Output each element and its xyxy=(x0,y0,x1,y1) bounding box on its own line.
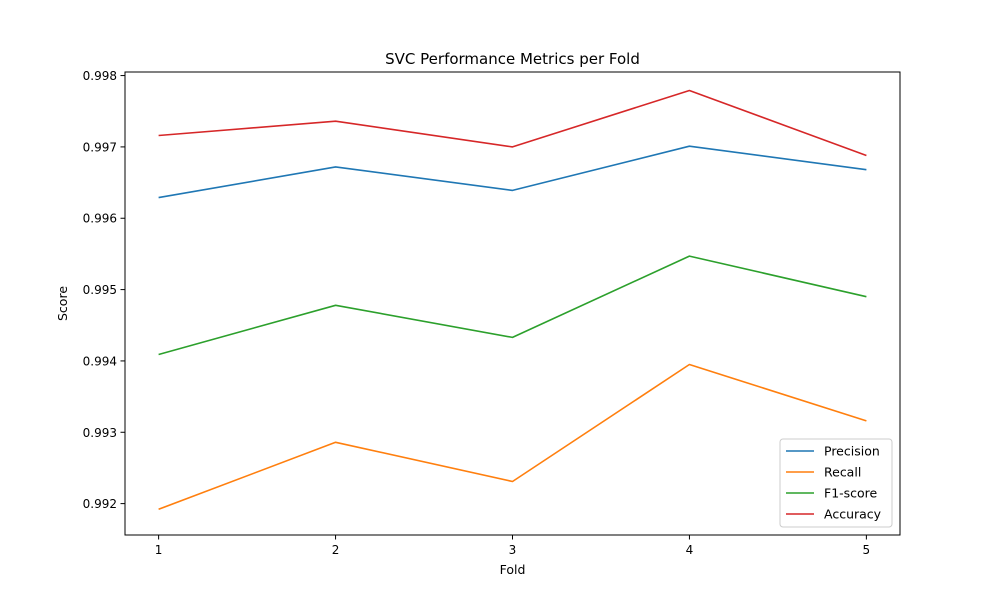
y-tick-label: 0.996 xyxy=(83,212,117,226)
legend: Precision Recall F1-score Accuracy xyxy=(779,438,893,528)
legend-items: Precision Recall F1-score Accuracy xyxy=(786,444,882,522)
x-tick-label: 1 xyxy=(155,543,163,557)
legend-label-precision: Precision xyxy=(824,444,880,459)
x-tick-label: 5 xyxy=(863,543,871,557)
y-tick-label: 0.993 xyxy=(83,426,117,440)
y-axis-ticks: 0.992 0.993 0.994 0.995 0.996 0.997 0.998 xyxy=(83,69,125,511)
series-line-f1-score xyxy=(158,255,867,356)
x-axis-ticks: 1 2 3 4 5 xyxy=(155,535,870,557)
y-axis-label: Score xyxy=(55,286,70,321)
y-tick-label: 0.997 xyxy=(83,140,117,154)
series-line-accuracy xyxy=(158,89,867,157)
plot-lines xyxy=(158,89,867,511)
y-tick-label: 0.992 xyxy=(83,497,117,511)
legend-label-recall: Recall xyxy=(824,465,861,480)
legend-label-f1-score: F1-score xyxy=(824,486,878,501)
y-tick-label: 0.994 xyxy=(83,354,117,368)
legend-box xyxy=(779,438,893,528)
y-tick-label: 0.995 xyxy=(83,283,117,297)
chart-title: SVC Performance Metrics per Fold xyxy=(385,50,640,68)
x-tick-label: 2 xyxy=(332,543,340,557)
x-tick-label: 4 xyxy=(686,543,694,557)
x-tick-label: 3 xyxy=(509,543,517,557)
legend-label-accuracy: Accuracy xyxy=(824,507,882,522)
x-axis-label: Fold xyxy=(500,562,526,577)
series-line-recall xyxy=(158,363,867,511)
y-tick-label: 0.998 xyxy=(83,69,117,83)
series-line-precision xyxy=(158,145,867,199)
